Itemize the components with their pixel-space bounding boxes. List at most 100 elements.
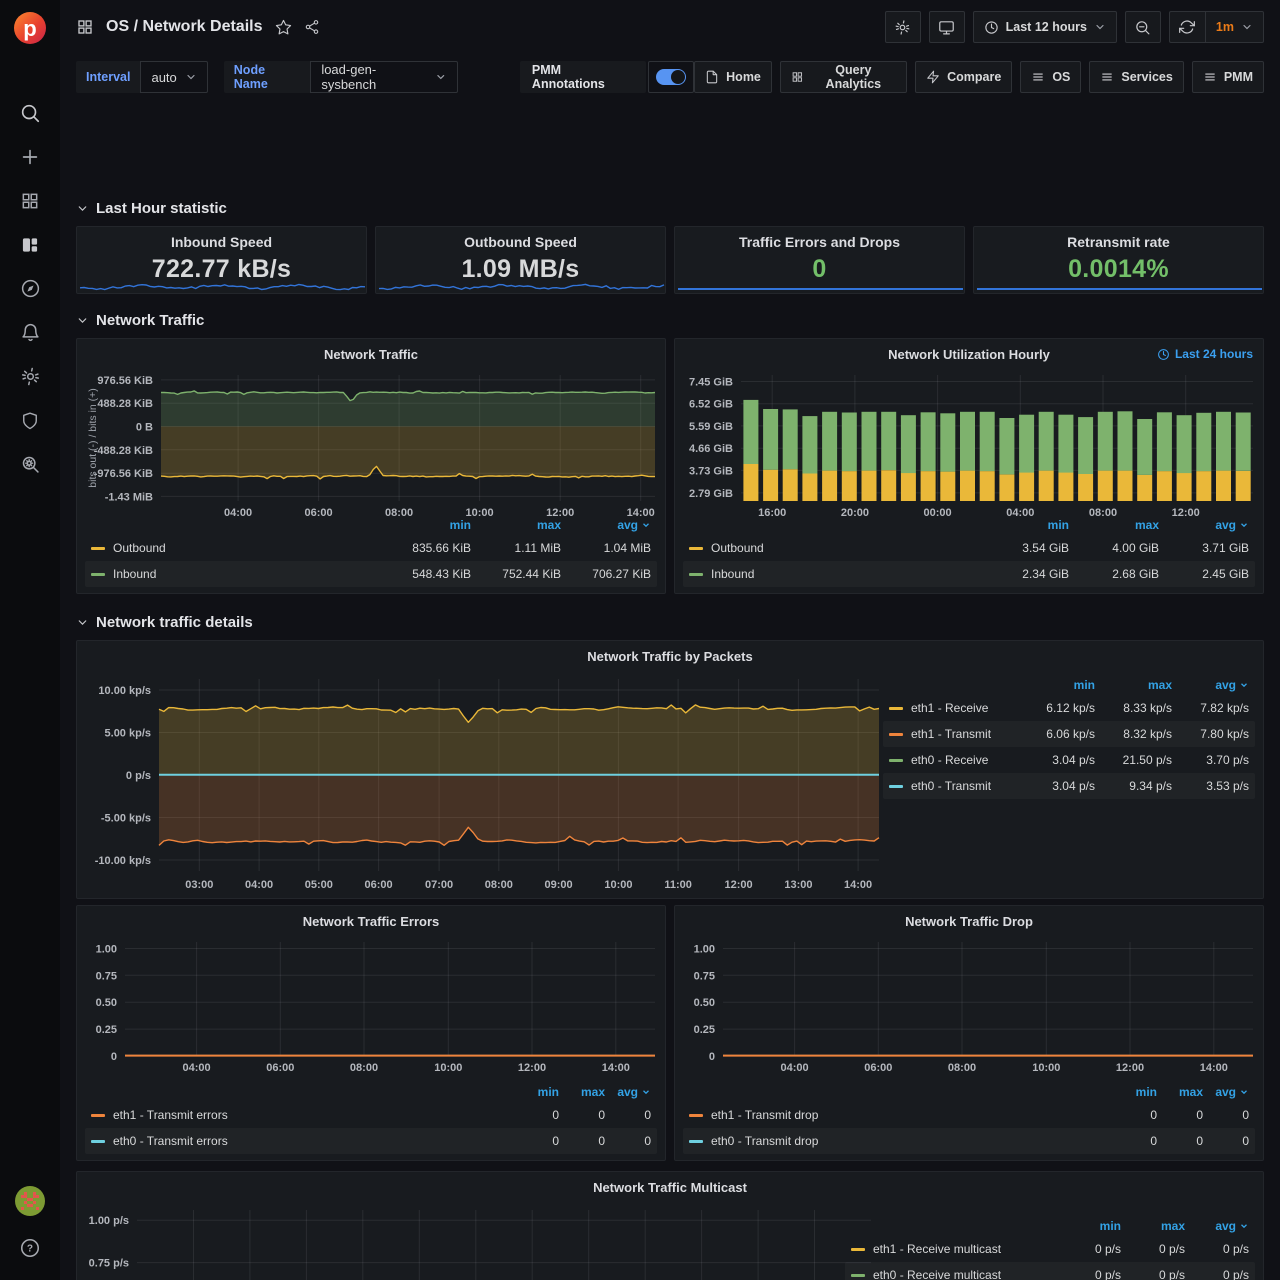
panel-title[interactable]: Network Traffic — [77, 339, 665, 362]
share-icon[interactable] — [304, 19, 320, 35]
legend-series-name[interactable]: eth0 - Receive multicast — [851, 1268, 1057, 1280]
plus-icon — [19, 146, 41, 168]
sidebar-item-configuration[interactable] — [13, 360, 47, 393]
section-network-traffic[interactable]: Network Traffic — [76, 310, 1264, 330]
section-last-hour-statistic[interactable]: Last Hour statistic — [76, 198, 1264, 218]
network-multicast-chart[interactable]: 1.00 p/s0.75 p/s0.50 p/s0.25 p/s0 p/s — [85, 1202, 875, 1280]
svg-text:3.73 GiB: 3.73 GiB — [689, 465, 733, 477]
svg-text:0 B: 0 B — [136, 422, 153, 434]
network-traffic-chart[interactable]: 976.56 KiB488.28 KiB0 B-488.28 KiB-976.5… — [85, 369, 659, 521]
legend-series-name[interactable]: eth0 - Transmit — [889, 779, 1018, 793]
check-search-icon — [20, 454, 41, 475]
legend-sort-max[interactable]: max — [471, 518, 561, 532]
link-home[interactable]: Home — [694, 61, 772, 93]
zoom-out-button[interactable] — [1125, 11, 1161, 43]
legend-sort-avg[interactable]: avg — [1185, 1219, 1249, 1233]
panel-title[interactable]: Network Traffic Multicast — [77, 1172, 1263, 1195]
panel-title[interactable]: Network Traffic Drop — [675, 906, 1263, 929]
legend-avg: 7.80 kp/s — [1172, 727, 1249, 741]
legend-series-name[interactable]: eth1 - Receive multicast — [851, 1242, 1057, 1256]
legend-sort-min[interactable]: min — [1111, 1085, 1157, 1099]
legend-max: 0 — [559, 1108, 605, 1122]
star-icon[interactable] — [275, 19, 292, 36]
legend-min: 2.34 GiB — [979, 567, 1069, 581]
network-errors-chart[interactable]: 1.000.750.500.25004:0006:0008:0010:0012:… — [85, 936, 659, 1076]
legend-sort-avg[interactable]: avg — [1159, 518, 1249, 532]
legend-series-name[interactable]: Outbound — [91, 541, 381, 555]
legend-max: 8.33 kp/s — [1095, 701, 1172, 715]
refresh-interval-select[interactable]: 1m — [1205, 11, 1264, 43]
svg-text:-5.00 kp/s: -5.00 kp/s — [101, 813, 151, 825]
network-utilization-chart[interactable]: 7.45 GiB6.52 GiB5.59 GiB4.66 GiB3.73 GiB… — [683, 369, 1257, 521]
legend-series-name[interactable]: eth1 - Transmit — [889, 727, 1018, 741]
sidebar-item-create[interactable] — [13, 140, 47, 173]
legend-series-name[interactable]: Inbound — [91, 567, 381, 581]
legend-series-name[interactable]: eth1 - Receive — [889, 701, 1018, 715]
legend-row: eth1 - Receive6.12 kp/s8.33 kp/s7.82 kp/… — [883, 695, 1255, 721]
legend-series-name[interactable]: eth0 - Transmit errors — [91, 1134, 513, 1148]
legend-sort-max[interactable]: max — [559, 1085, 605, 1099]
sidebar-item-advisors[interactable] — [13, 448, 47, 481]
legend-sort-min[interactable]: min — [979, 518, 1069, 532]
legend-series-name[interactable]: eth0 - Receive — [889, 753, 1018, 767]
cycle-view-button[interactable] — [929, 11, 965, 43]
link-pmm[interactable]: PMM — [1192, 61, 1264, 93]
interval-select[interactable]: auto — [140, 61, 207, 93]
refresh-button[interactable] — [1169, 11, 1205, 43]
legend-sort-max[interactable]: max — [1121, 1219, 1185, 1233]
sidebar-item-alerting[interactable] — [13, 316, 47, 349]
network-drop-chart[interactable]: 1.000.750.500.25004:0006:0008:0010:0012:… — [683, 936, 1257, 1076]
svg-text:-488.28 KiB: -488.28 KiB — [94, 445, 153, 457]
time-range-picker[interactable]: Last 12 hours — [973, 11, 1117, 43]
legend-series-name[interactable]: eth1 - Transmit errors — [91, 1108, 513, 1122]
dashboard-settings-button[interactable] — [885, 11, 921, 43]
network-packets-chart[interactable]: 10.00 kp/s5.00 kp/s0 p/s-5.00 kp/s-10.00… — [85, 671, 885, 893]
legend-max: 0 — [1157, 1134, 1203, 1148]
sidebar-item-server-admin[interactable] — [13, 404, 47, 437]
sidebar-item-dashboards[interactable] — [13, 184, 47, 217]
legend-series-name[interactable]: Inbound — [689, 567, 979, 581]
legend-avg: 706.27 KiB — [561, 567, 651, 581]
percona-logo[interactable]: p — [0, 0, 60, 56]
legend: minmaxavg eth1 - Receive6.12 kp/s8.33 kp/… — [883, 675, 1255, 799]
panel-outbound-speed: Outbound Speed 1.09 MB/s — [375, 226, 666, 294]
pmm-annotations-toggle[interactable] — [648, 61, 695, 93]
panel-title[interactable]: Network Traffic Errors — [77, 906, 665, 929]
menu-icon — [1100, 70, 1114, 84]
series-swatch — [889, 733, 903, 736]
legend-sort-min[interactable]: min — [1018, 678, 1095, 692]
sidebar-item-pmm-dashboards[interactable] — [13, 228, 47, 261]
panel-title[interactable]: Network Traffic by Packets — [77, 641, 1263, 664]
legend-series-name[interactable]: eth0 - Transmit drop — [689, 1134, 1111, 1148]
legend-series-name[interactable]: Outbound — [689, 541, 979, 555]
help-button[interactable]: ? — [13, 1231, 47, 1264]
legend-sort-min[interactable]: min — [513, 1085, 559, 1099]
svg-text:04:00: 04:00 — [183, 1062, 211, 1074]
link-compare[interactable]: Compare — [915, 61, 1012, 93]
node-name-select[interactable]: load-gen-sysbench — [310, 61, 458, 93]
legend-min: 3.04 p/s — [1018, 753, 1095, 767]
series-swatch — [889, 759, 903, 762]
legend-sort-avg[interactable]: avg — [1172, 678, 1249, 692]
legend-sort-max[interactable]: max — [1157, 1085, 1203, 1099]
legend-series-name[interactable]: eth1 - Transmit drop — [689, 1108, 1111, 1122]
svg-text:0.25: 0.25 — [694, 1024, 715, 1036]
legend-sort-min[interactable]: min — [381, 518, 471, 532]
user-avatar[interactable] — [13, 1184, 47, 1217]
legend-sort-min[interactable]: min — [1057, 1219, 1121, 1233]
legend-sort-avg[interactable]: avg — [605, 1085, 651, 1099]
legend-sort-avg[interactable]: avg — [1203, 1085, 1249, 1099]
sidebar-item-search[interactable] — [13, 96, 47, 129]
link-os[interactable]: OS — [1020, 61, 1081, 93]
chevron-down-icon — [1241, 21, 1253, 33]
legend-sort-max[interactable]: max — [1069, 518, 1159, 532]
apps-icon — [791, 70, 804, 84]
legend-sort-avg[interactable]: avg — [561, 518, 651, 532]
link-services[interactable]: Services — [1089, 61, 1183, 93]
gear-icon — [894, 19, 911, 36]
section-network-traffic-details[interactable]: Network traffic details — [76, 612, 1264, 632]
legend-avg: 0 — [605, 1108, 651, 1122]
legend-sort-max[interactable]: max — [1095, 678, 1172, 692]
sidebar-item-explore[interactable] — [13, 272, 47, 305]
link-query-analytics[interactable]: Query Analytics — [780, 61, 907, 93]
